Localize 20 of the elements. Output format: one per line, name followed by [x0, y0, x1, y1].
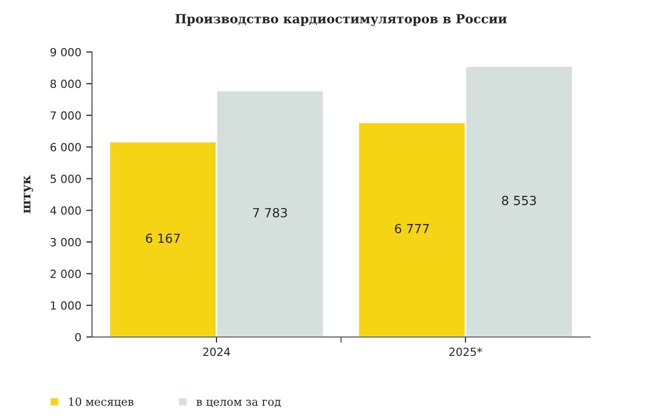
y-tick-label: 6 000	[50, 142, 81, 152]
y-axis-title: штук	[24, 176, 34, 214]
y-tick-label: 3 000	[50, 238, 81, 246]
data-label: 6 777	[394, 224, 429, 234]
y-tick-label: 5 000	[50, 174, 81, 184]
x-tick-label: 2025*	[449, 348, 482, 356]
chart-title: Производство кардиостимуляторов в России	[175, 14, 507, 26]
y-tick-label: 1 000	[50, 301, 81, 310]
y-tick-label: 7 000	[50, 111, 81, 120]
y-tick-label: 2 000	[50, 270, 81, 278]
data-label: 8 553	[502, 196, 536, 206]
y-tick-label: 0	[75, 332, 81, 342]
y-tick-label: 4 000	[50, 206, 81, 215]
data-label: 6 167	[146, 234, 180, 243]
legend-label: в целом за год	[196, 400, 281, 408]
data-label: 7 783	[253, 208, 287, 218]
legend-label: 10 месяцев	[69, 397, 134, 408]
y-tick-label: 9 000	[50, 48, 81, 56]
x-tick-label: 2024	[203, 348, 230, 356]
y-tick-label: 8 000	[50, 80, 81, 88]
